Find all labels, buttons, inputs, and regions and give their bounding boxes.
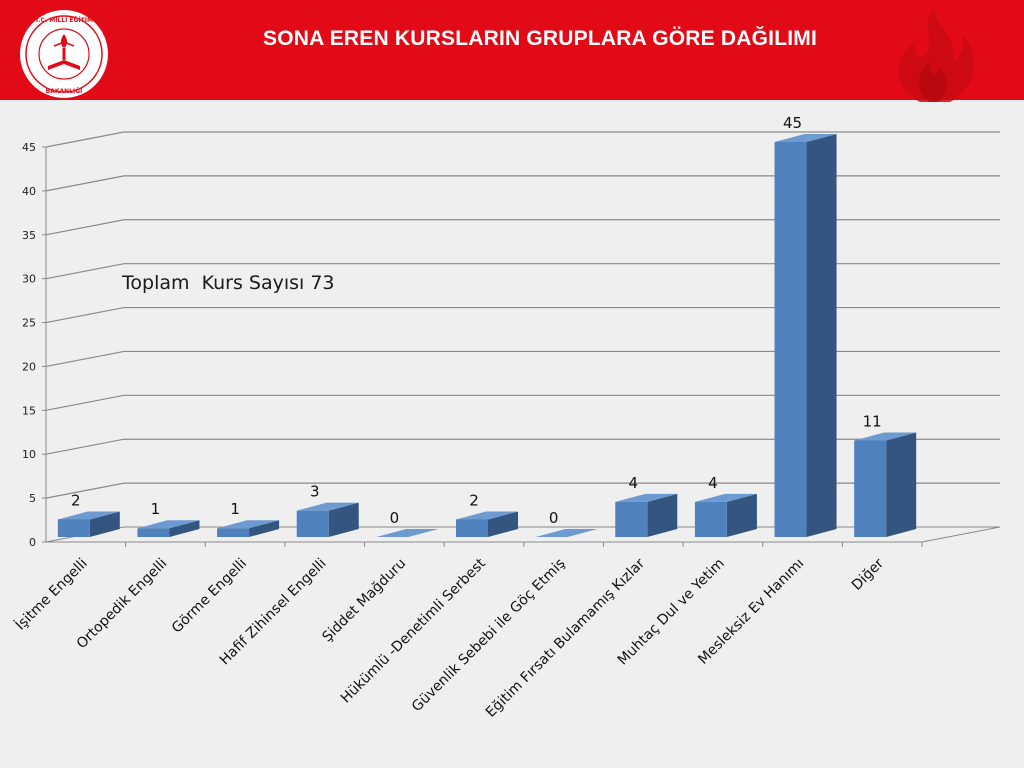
x-tick-label: Şiddet Mağduru [319,556,409,646]
y-tick-label: 35 [22,229,36,242]
bar [57,511,120,537]
ministry-logo: T.C. MİLLÎ EĞİTİM BAKANLIĞI [20,10,108,98]
bar-top [376,529,439,537]
bar-side [249,520,280,537]
bar [137,520,200,537]
data-label: 0 [390,509,400,527]
bar-front [615,501,648,537]
y-tick-label: 5 [29,492,36,505]
bar-top [854,432,917,441]
x-tick-label: Eğitim Fırsatı Bulamamış Kızlar [483,555,648,720]
bar-front [854,440,887,537]
bar-front [217,528,250,537]
x-tick-label: Görme Engelli [169,556,250,637]
x-tick-label: Güvenlik Sebebi ile Göç Etmiş [409,556,569,716]
bar [615,493,678,537]
bar-front [774,142,807,537]
x-tick-label: Ortopedik Engelli [74,556,171,653]
data-label: 11 [863,412,882,430]
data-label: 45 [783,114,802,132]
svg-text:T.C. MİLLÎ EĞİTİM: T.C. MİLLÎ EĞİTİM [35,16,93,24]
chart-grid [45,131,1001,543]
bar-top [217,520,280,529]
gridline [45,175,1000,192]
gridline [45,306,1000,324]
y-tick-label: 25 [22,317,36,330]
bar [854,432,917,537]
bar-side [806,134,837,537]
bar [535,529,598,537]
bar-top [296,502,359,511]
bar-side [726,493,757,537]
x-tick-label: İşitme Engelli [11,554,90,633]
data-label: 1 [151,500,161,518]
bar-side [886,432,917,537]
bar [694,493,757,537]
bar [217,520,280,537]
gridline [45,131,1000,148]
bar-side [169,520,200,537]
bar-side [89,511,120,537]
bar-front [57,519,90,537]
y-tick-label: 40 [22,185,36,198]
y-tick-label: 0 [29,536,36,549]
y-tick-label: 10 [22,448,36,461]
bar [376,529,439,537]
bar-front [694,501,727,537]
y-tick-label: 15 [22,404,36,417]
bar [296,502,359,537]
data-label: 4 [628,474,638,492]
y-axis: 0 5 10 15 20 25 30 35 40 45 [22,141,46,549]
header-bar: T.C. MİLLÎ EĞİTİM BAKANLIĞI SONA EREN KU… [0,0,1024,102]
bar-top [774,134,837,142]
bar-top [137,520,200,529]
bar-top [456,511,518,520]
data-label: 0 [549,509,559,527]
gridline [45,394,1000,411]
data-label: 4 [708,474,718,492]
data-label: 1 [230,500,240,518]
bar-top [535,529,598,537]
chart-bars [57,134,917,537]
bar-front [456,519,488,537]
svg-text:BAKANLIĞI: BAKANLIĞI [46,88,83,95]
bar [774,134,837,537]
gridline [45,438,1000,455]
page-title: SONA EREN KURSLARIN GRUPLARA GÖRE DAĞILI… [262,27,818,50]
y-tick-label: 30 [22,273,36,286]
bar-top [57,511,120,520]
data-label: 3 [310,483,320,501]
gridline [45,482,1000,499]
bar-side [488,511,518,537]
total-course-note: Toplam Kurs Sayısı 73 [122,272,335,294]
bar-front [137,528,170,537]
y-tick-label: 45 [22,141,36,154]
x-tick-label: Hükümlü -Denetimli Serbest [338,555,489,706]
floor-right-edge [921,526,1001,543]
bar [456,511,518,537]
data-label: 2 [469,491,479,509]
bar-front [296,510,329,537]
bar-top [694,493,757,502]
gridline [45,219,1000,236]
data-label: 2 [71,491,81,509]
bar-side [328,502,359,537]
flame-icon [898,8,975,102]
gridline [45,350,1000,368]
y-tick-label: 20 [22,360,36,373]
bar-side [647,493,678,537]
gridline [45,263,1000,280]
bar-top [615,493,678,502]
x-tick-label: Diğer [849,555,887,593]
